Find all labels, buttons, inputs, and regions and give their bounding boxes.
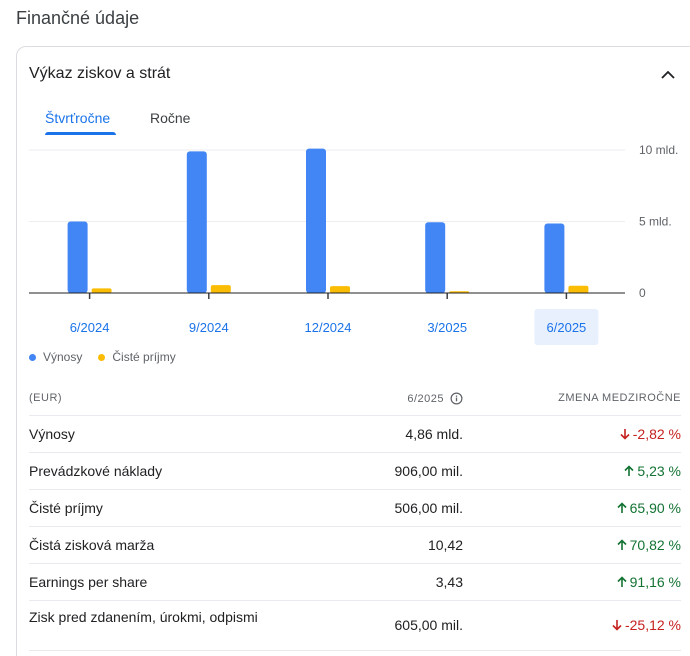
row-value: 906,00 mil. [394, 463, 463, 479]
row-value: 605,00 mil. [394, 617, 463, 633]
arrow-up-icon [617, 539, 627, 550]
row-label: Výnosy [29, 426, 75, 442]
arrow-down-icon [612, 620, 622, 631]
row-change: 70,82 % [616, 537, 681, 553]
table-row: Earnings per share 3,43 91,16 % [29, 564, 681, 601]
bar-revenue [425, 222, 446, 293]
arrow-down-icon [620, 429, 630, 440]
selected-category-highlight [534, 309, 599, 345]
change-value: 91,16 % [629, 574, 681, 590]
row-label: Zisk pred zdanením, úrokmi, odpismi [29, 609, 258, 625]
bar-net-income [91, 288, 112, 293]
change-value: 5,23 % [637, 463, 681, 479]
chevron-up-icon [661, 70, 675, 79]
bar-net-income [568, 285, 589, 293]
card-title: Výkaz ziskov a strát [29, 65, 171, 82]
row-change: -2,82 % [619, 426, 681, 442]
bar-net-income [330, 286, 350, 293]
table-header: (EUR) 6/2025 ZMENA MEDZIROČNE [29, 380, 681, 416]
change-value: -25,12 % [624, 617, 681, 633]
collapse-button[interactable] [656, 64, 680, 86]
row-value: 4,86 mld. [405, 426, 463, 442]
arrow-up-icon [617, 576, 627, 587]
table-row: Čisté príjmy 506,00 mil. 65,90 % [29, 490, 681, 527]
row-value: 3,43 [435, 574, 463, 590]
row-change: 65,90 % [616, 500, 681, 516]
arrow-up-icon [624, 465, 634, 476]
table-body: Výnosy 4,86 mld. -2,82 % Prevádzkové náklad… [29, 416, 681, 651]
y-tick-label: 5 mld. [639, 215, 672, 229]
tab-annual[interactable]: Ročne [150, 110, 191, 126]
row-value: 10,42 [427, 537, 463, 553]
row-change: 5,23 % [623, 463, 681, 479]
x-tick-label[interactable]: 3/2025 [427, 320, 467, 335]
x-tick-label[interactable]: 6/2025 [547, 320, 587, 335]
bar-revenue [306, 148, 326, 293]
legend-dot-revenue [29, 353, 36, 361]
row-label: Čisté príjmy [29, 500, 103, 516]
row-change: 91,16 % [616, 574, 681, 590]
active-tab-indicator [45, 132, 116, 135]
period-header: 6/2025 [407, 392, 463, 405]
tab-quarterly[interactable]: Štvrťročne [45, 110, 111, 126]
row-label: Čistá zisková marža [29, 537, 155, 553]
bar-net-income [210, 285, 231, 293]
chart-legend: Výnosy Čisté príjmy [29, 350, 192, 364]
period-label: 6/2025 [407, 392, 444, 405]
legend-item-net-income: Čisté príjmy [98, 350, 176, 364]
legend-dot-net-income [98, 353, 106, 361]
table-row: Zisk pred zdanením, úrokmi, odpismi 605,0… [29, 601, 681, 651]
x-tick-label[interactable]: 12/2024 [305, 320, 352, 335]
bar-revenue [186, 151, 207, 293]
table-row: Prevádzkové náklady 906,00 mil. 5,23 % [29, 453, 681, 490]
legend-item-revenue: Výnosy [29, 350, 82, 364]
y-tick-label: 0 [639, 286, 646, 300]
row-label: Prevádzkové náklady [29, 463, 163, 479]
table-row: Výnosy 4,86 mld. -2,82 % [29, 416, 681, 453]
income-chart: 10 mld. 5 mld. 0 6/2024 9/2024 12/2024 3/2025 6… [29, 143, 678, 345]
info-icon[interactable] [450, 392, 463, 405]
bar-revenue [67, 221, 88, 293]
currency-label: (EUR) [29, 392, 63, 404]
change-value: 65,90 % [629, 500, 681, 516]
bar-revenue [544, 223, 565, 293]
change-value: -2,82 % [632, 426, 681, 442]
y-tick-label: 10 mld. [639, 143, 678, 157]
legend-label-revenue: Výnosy [43, 350, 83, 364]
legend-label-net-income: Čisté príjmy [112, 350, 176, 364]
income-statement-card [16, 46, 690, 656]
row-value: 506,00 mil. [394, 500, 463, 516]
x-tick-label[interactable]: 9/2024 [189, 320, 229, 335]
change-value: 70,82 % [629, 537, 681, 553]
arrow-up-icon [617, 502, 627, 513]
section-title: Finančné údaje [16, 8, 140, 28]
change-header: ZMENA MEDZIROČNE [558, 392, 681, 404]
row-label: Earnings per share [29, 574, 148, 590]
x-tick-label[interactable]: 6/2024 [70, 320, 110, 335]
financial-table: (EUR) 6/2025 ZMENA MEDZIROČNE Výnosy 4,86… [29, 380, 681, 651]
table-row: Čistá zisková marža 10,42 70,82 % [29, 527, 681, 564]
row-change: -25,12 % [611, 617, 681, 633]
